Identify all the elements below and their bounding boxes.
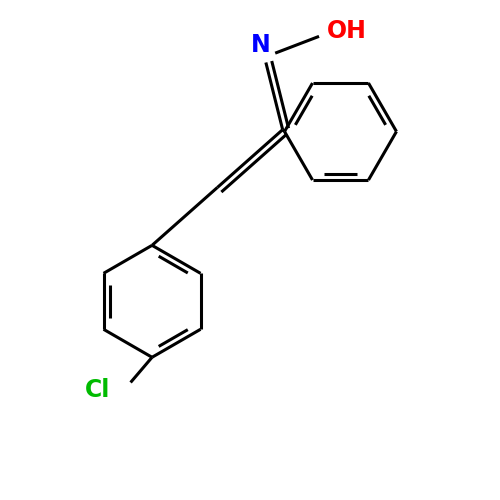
Text: OH: OH: [326, 19, 366, 43]
Text: N: N: [252, 33, 271, 57]
Text: Cl: Cl: [84, 378, 110, 402]
